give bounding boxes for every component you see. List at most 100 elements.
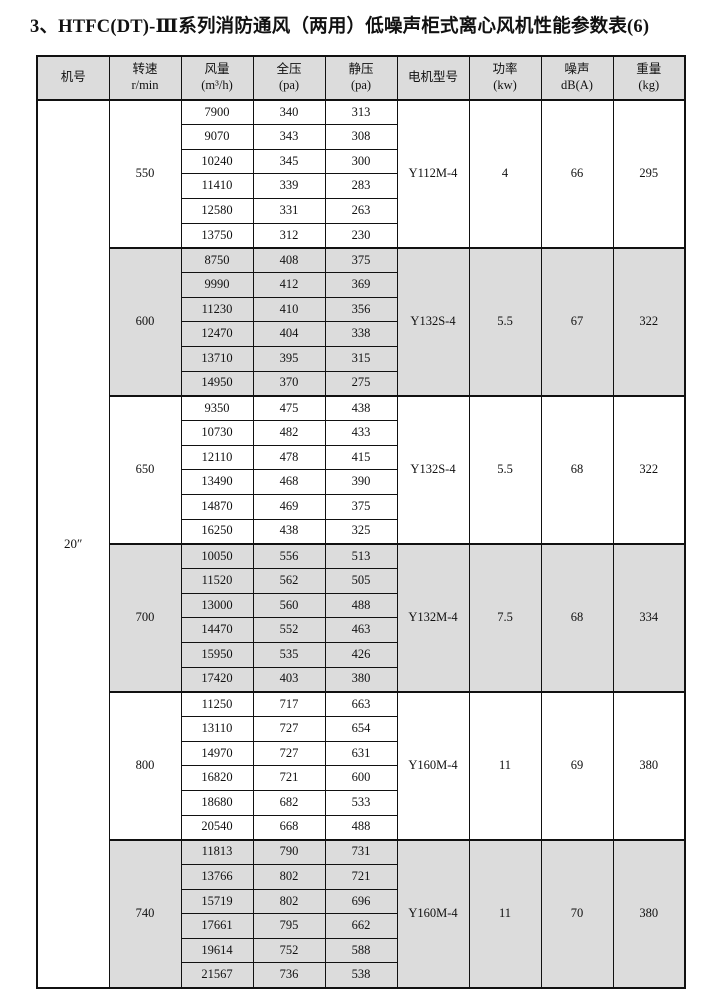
total-pressure-cell: 802 [252, 888, 326, 915]
airflow-cell: 19614 [180, 937, 254, 964]
airflow-cell: 10050 [180, 542, 254, 569]
weight-cell: 380 [612, 690, 686, 841]
power-cell: 11 [468, 690, 542, 841]
static-pressure-cell: 325 [324, 518, 398, 545]
column-header: 电机型号 [396, 55, 470, 101]
total-pressure-cell: 721 [252, 765, 326, 791]
airflow-cell: 16250 [180, 518, 254, 545]
speed-cell: 800 [108, 690, 182, 841]
column-header: 全压 (pa) [252, 55, 326, 101]
airflow-cell: 17661 [180, 913, 254, 939]
airflow-cell: 17420 [180, 666, 254, 693]
airflow-cell: 14970 [180, 740, 254, 767]
speed-cell: 650 [108, 394, 182, 545]
static-pressure-cell: 533 [324, 789, 398, 816]
speed-cell: 700 [108, 542, 182, 693]
column-header: 静压 (pa) [324, 55, 398, 101]
column-header: 转速 r/min [108, 55, 182, 101]
airflow-cell: 13000 [180, 592, 254, 619]
static-pressure-cell: 338 [324, 321, 398, 348]
fan-size-cell: 20″ [36, 99, 110, 989]
total-pressure-cell: 682 [252, 789, 326, 816]
noise-cell: 68 [540, 394, 614, 545]
airflow-cell: 11520 [180, 567, 254, 594]
motor-model-cell: Y160M-4 [396, 690, 470, 841]
airflow-cell: 21567 [180, 962, 254, 989]
airflow-cell: 12470 [180, 321, 254, 348]
table-row: 15950 535 426 [37, 641, 685, 668]
motor-model-cell: Y160M-4 [396, 838, 470, 989]
table-row: 16820 721 600 [37, 765, 685, 791]
total-pressure-cell: 370 [252, 370, 326, 397]
weight-cell: 295 [612, 99, 686, 249]
motor-model-cell: Y132S-4 [396, 394, 470, 545]
table-row: 800 11250 717 663 Y160M-4 11 69 380 [37, 690, 686, 841]
static-pressure-cell: 463 [324, 617, 398, 643]
airflow-cell: 12110 [180, 444, 254, 471]
static-pressure-cell: 588 [324, 937, 398, 964]
total-pressure-cell: 340 [252, 99, 326, 126]
fan-performance-table: 机号 转速 r/min 风量 (m³/h) 全压 (pa) 静压 (pa) 电机型号 功率 (kw) 噪… [36, 55, 686, 989]
total-pressure-cell: 468 [252, 469, 326, 495]
total-pressure-cell: 438 [252, 518, 326, 545]
static-pressure-cell: 375 [324, 494, 398, 520]
noise-cell: 67 [540, 246, 614, 397]
static-pressure-cell: 438 [324, 394, 398, 422]
static-pressure-cell: 369 [324, 272, 398, 298]
motor-model-cell: Y132S-4 [396, 246, 470, 397]
static-pressure-cell: 663 [324, 690, 398, 717]
total-pressure-cell: 410 [252, 296, 326, 323]
static-pressure-cell: 308 [324, 124, 398, 150]
weight-cell: 380 [612, 838, 686, 989]
table-row: 11230 410 356 [37, 296, 685, 323]
weight-cell: 322 [612, 246, 686, 397]
total-pressure-cell: 408 [252, 246, 326, 274]
table-row: 13110 727 654 [37, 715, 685, 742]
total-pressure-cell: 395 [252, 346, 326, 372]
airflow-cell: 10240 [180, 148, 254, 175]
total-pressure-cell: 668 [252, 814, 326, 841]
static-pressure-cell: 696 [324, 888, 398, 915]
table-head-row: 机号 转速 r/min 风量 (m³/h) 全压 (pa) 静压 (pa) 电机型号 功率 (kw) 噪… [36, 55, 686, 101]
airflow-cell: 14470 [180, 617, 254, 643]
table-row: 19614 752 588 [37, 937, 685, 964]
motor-model-cell: Y112M-4 [396, 99, 470, 249]
table-row: 9990 412 369 [37, 272, 685, 298]
total-pressure-cell: 795 [252, 913, 326, 939]
static-pressure-cell: 230 [324, 222, 398, 249]
static-pressure-cell: 433 [324, 420, 398, 446]
static-pressure-cell: 263 [324, 198, 398, 224]
table-row: 15719 802 696 [37, 888, 685, 915]
airflow-cell: 13110 [180, 715, 254, 742]
column-header: 功率 (kw) [468, 55, 542, 101]
static-pressure-cell: 731 [324, 838, 398, 865]
column-header: 风量 (m³/h) [180, 55, 254, 101]
airflow-cell: 7900 [180, 99, 254, 126]
airflow-cell: 11230 [180, 296, 254, 323]
airflow-cell: 9350 [180, 394, 254, 422]
column-header: 噪声 dB(A) [540, 55, 614, 101]
speed-cell: 550 [108, 99, 182, 249]
static-pressure-cell: 426 [324, 641, 398, 668]
total-pressure-cell: 469 [252, 494, 326, 520]
static-pressure-cell: 380 [324, 666, 398, 693]
airflow-cell: 12580 [180, 198, 254, 224]
table-row: 650 9350 475 438 Y132S-4 5.5 68 322 [37, 394, 686, 545]
table-row: 13000 560 488 [37, 592, 685, 619]
airflow-cell: 8750 [180, 246, 254, 274]
total-pressure-cell: 403 [252, 666, 326, 693]
static-pressure-cell: 300 [324, 148, 398, 175]
motor-model-cell: Y132M-4 [396, 542, 470, 693]
speed-cell: 600 [108, 246, 182, 397]
airflow-cell: 13490 [180, 469, 254, 495]
airflow-cell: 15719 [180, 888, 254, 915]
total-pressure-cell: 412 [252, 272, 326, 298]
weight-cell: 334 [612, 542, 686, 693]
static-pressure-cell: 313 [324, 99, 398, 126]
total-pressure-cell: 482 [252, 420, 326, 446]
airflow-cell: 9990 [180, 272, 254, 298]
table-row: 17420 403 380 [37, 666, 685, 693]
total-pressure-cell: 331 [252, 198, 326, 224]
table-row: 12110 478 415 [37, 444, 685, 471]
